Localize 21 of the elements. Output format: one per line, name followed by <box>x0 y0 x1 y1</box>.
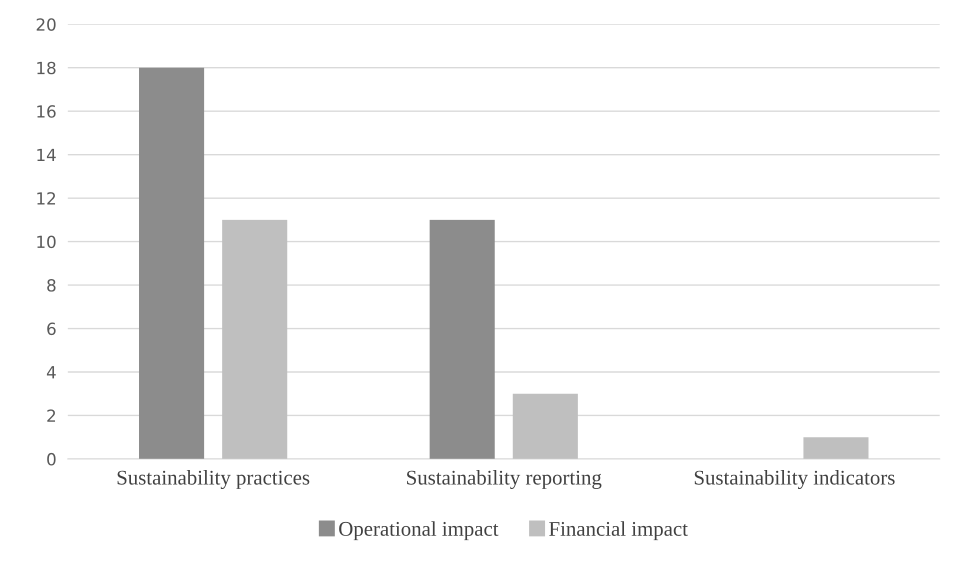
bar <box>430 220 495 459</box>
y-tick-label: 0 <box>47 452 56 466</box>
x-tick-label: Sustainability indicators <box>694 470 895 489</box>
legend-label: Operational impact <box>339 521 498 540</box>
y-tick-label: 10 <box>37 236 56 248</box>
y-tick-label: 20 <box>36 18 56 31</box>
y-tick-label: 18 <box>37 62 56 74</box>
bar <box>803 437 869 459</box>
bar <box>222 220 288 459</box>
x-tick-label: Sustainability practices <box>118 470 310 489</box>
y-tick-label: 2 <box>47 409 56 422</box>
y-tick-label: 6 <box>47 322 56 336</box>
y-tick-label: 12 <box>37 192 56 204</box>
y-tick-label: 8 <box>47 279 56 292</box>
bar <box>512 394 578 459</box>
legend-label: Financial impact <box>549 521 688 540</box>
y-tick-label: 4 <box>46 366 56 378</box>
y-tick-label: 16 <box>37 105 56 118</box>
y-tick-label: 14 <box>37 148 56 162</box>
x-tick-label: Sustainability reporting <box>407 470 602 489</box>
bar <box>139 68 204 459</box>
